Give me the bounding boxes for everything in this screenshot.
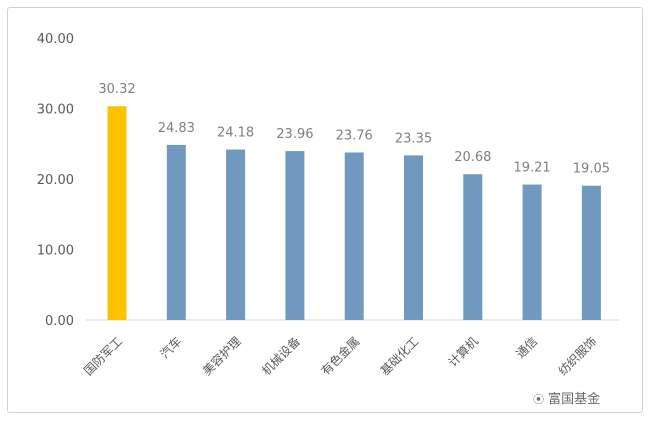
bar [285, 151, 305, 320]
data-label: 24.18 [217, 126, 254, 141]
x-tick-label: 美容护理 [199, 334, 244, 379]
data-label: 24.83 [158, 121, 195, 136]
y-tick-label: 30.00 [37, 103, 74, 118]
x-tick-label: 基础化工 [378, 334, 422, 378]
x-tick-label: 通信 [513, 334, 540, 361]
wechat-icon: ⦿ [533, 393, 544, 406]
bar [107, 106, 127, 320]
y-tick-label: 40.00 [37, 32, 74, 47]
bar [581, 185, 601, 320]
data-label: 19.21 [513, 161, 550, 176]
x-tick-label: 国防军工 [81, 334, 126, 379]
data-label: 23.76 [336, 128, 373, 143]
x-tick-label: 汽车 [157, 334, 185, 362]
watermark: ⦿ 富国基金 [533, 388, 600, 407]
bar [344, 152, 364, 320]
data-label: 30.32 [98, 82, 135, 97]
bar [522, 184, 542, 320]
x-tick-label: 纺织服饰 [556, 334, 600, 378]
bar [404, 155, 423, 320]
data-label: 23.35 [395, 131, 432, 146]
watermark-text: 富国基金 [548, 392, 601, 407]
y-tick-label: 10.00 [37, 244, 74, 259]
bar [226, 149, 246, 320]
data-label: 19.05 [573, 162, 610, 177]
x-tick-label: 计算机 [445, 334, 481, 370]
data-label: 23.96 [276, 127, 313, 142]
bar [463, 174, 483, 320]
y-tick-label: 20.00 [37, 173, 74, 188]
bar [166, 144, 186, 320]
x-tick-label: 有色金属 [318, 334, 363, 379]
y-tick-label: 0.00 [45, 314, 74, 329]
data-label: 20.68 [454, 150, 491, 165]
x-tick-label: 机械设备 [258, 334, 303, 379]
